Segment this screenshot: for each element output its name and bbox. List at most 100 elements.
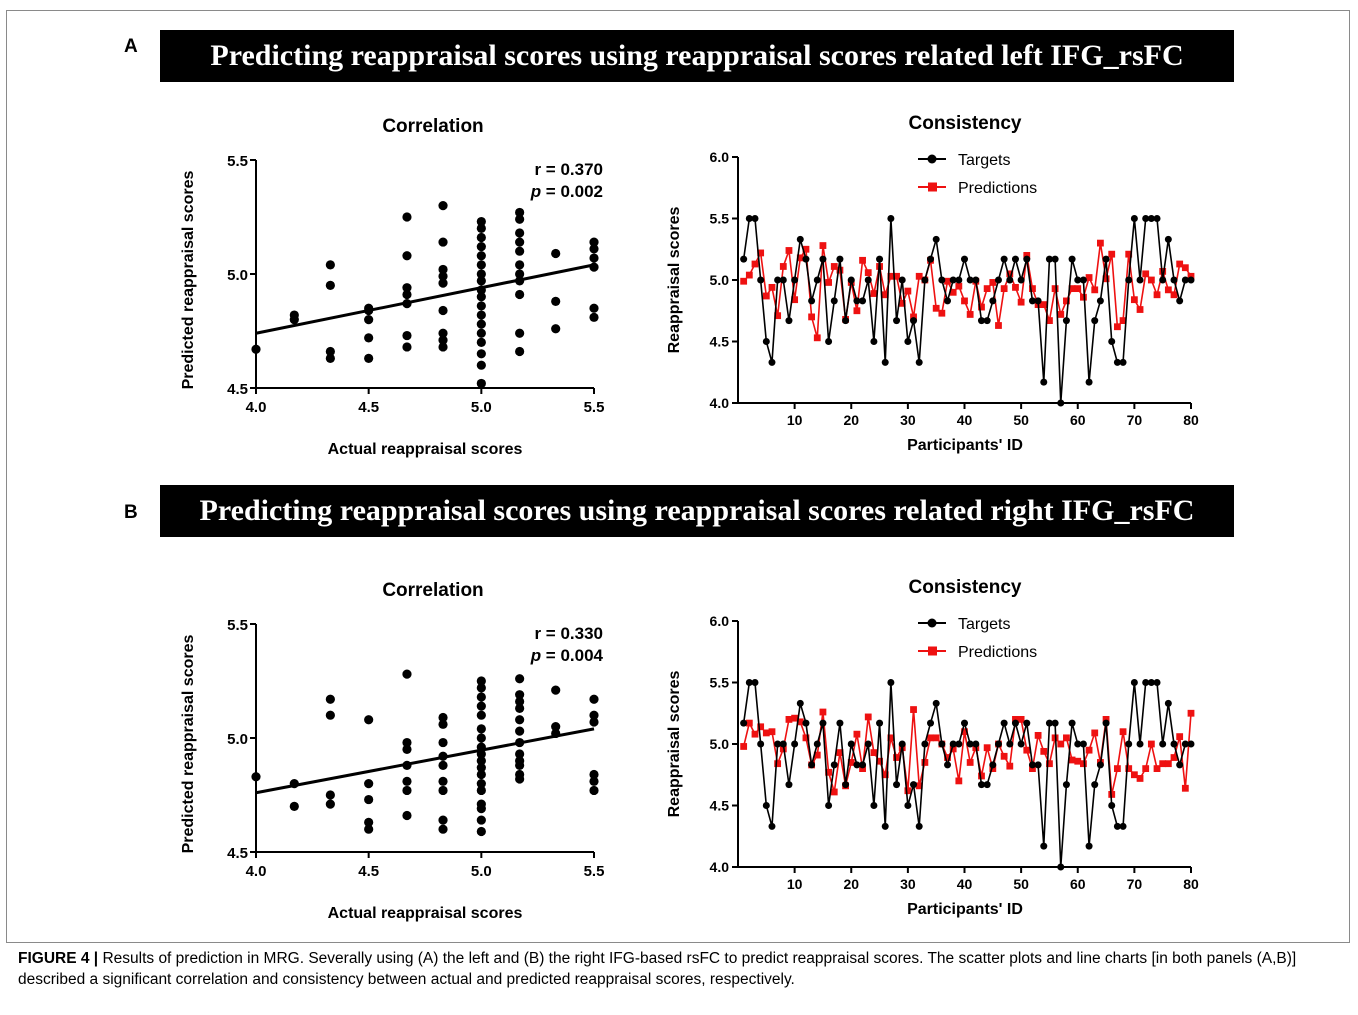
prediction-point: [808, 313, 816, 321]
panel-b-banner: Predicting reappraisal scores using reap…: [160, 485, 1234, 537]
prediction-point: [864, 713, 872, 721]
prediction-point: [927, 734, 934, 742]
regression-line: [255, 263, 595, 335]
prediction-point: [1085, 274, 1093, 281]
target-point: [977, 317, 985, 325]
data-point: [551, 248, 561, 259]
prediction-point: [1057, 311, 1065, 318]
data-point: [515, 246, 525, 256]
prediction-point: [1080, 760, 1087, 768]
data-point: [515, 289, 525, 300]
series-line-targets: [742, 681, 1191, 868]
target-point: [1034, 761, 1042, 769]
prediction-point: [1023, 252, 1031, 259]
prediction-point: [825, 279, 832, 286]
data-point: [325, 353, 335, 363]
target-point: [830, 297, 838, 305]
target-point: [847, 276, 855, 284]
data-point: [515, 737, 525, 748]
prediction-point: [932, 734, 940, 742]
prediction-point: [881, 771, 889, 779]
target-point: [1051, 719, 1059, 727]
target-point: [1034, 297, 1042, 305]
data-point: [476, 378, 486, 389]
target-point: [847, 740, 855, 748]
legend-label-targets: Targets: [958, 152, 1010, 169]
y-tick-label: 5.5: [710, 675, 730, 691]
target-point: [1096, 297, 1104, 305]
y-tick-label: 4.5: [710, 334, 730, 350]
chart-title: Consistency: [909, 113, 1022, 134]
p-value: = 0.002: [541, 182, 603, 201]
x-axis-label: Participants' ID: [907, 901, 1023, 918]
regression-line: [255, 727, 595, 795]
target-point: [785, 781, 793, 789]
x-tick-label: 10: [787, 876, 803, 892]
target-point: [972, 276, 980, 284]
prediction-point: [870, 749, 878, 757]
prediction-point: [1068, 756, 1076, 764]
prediction-point: [983, 744, 991, 752]
target-point: [949, 740, 957, 748]
data-point: [589, 312, 599, 322]
target-point: [1079, 276, 1087, 284]
series-line-predictions: [743, 242, 1192, 339]
prediction-point: [1046, 760, 1053, 768]
target-point: [774, 276, 782, 284]
x-tick-label: 4.0: [246, 399, 267, 416]
prediction-point: [961, 297, 968, 305]
prediction-point: [921, 759, 929, 766]
prediction-point: [910, 706, 917, 713]
data-point: [476, 360, 486, 370]
prediction-point: [830, 263, 838, 270]
prediction-point: [1057, 740, 1065, 748]
x-tick-label: 5.5: [584, 399, 605, 416]
prediction-point: [955, 282, 963, 290]
data-point: [515, 674, 525, 684]
target-point: [1085, 842, 1093, 850]
target-point: [983, 781, 991, 789]
prediction-point: [1097, 239, 1104, 247]
data-point: [402, 810, 412, 821]
prediction-point: [740, 743, 748, 750]
x-tick-label: 40: [957, 412, 973, 428]
target-point: [870, 802, 878, 809]
target-point: [1130, 215, 1138, 222]
target-point: [1159, 276, 1167, 284]
data-point: [289, 315, 299, 325]
data-point: [325, 710, 335, 720]
data-point: [476, 724, 486, 734]
p-annotation: p = 0.004: [530, 646, 604, 665]
target-point: [1074, 276, 1082, 284]
prediction-point: [1164, 760, 1172, 768]
target-point: [1181, 276, 1189, 284]
target-point: [779, 740, 787, 748]
prediction-point: [1051, 285, 1059, 293]
data-point: [289, 779, 299, 789]
target-point: [898, 740, 906, 748]
prediction-point: [904, 787, 912, 795]
data-point: [551, 296, 561, 306]
data-point: [402, 330, 412, 341]
target-point: [961, 255, 968, 263]
y-tick-label: 5.5: [227, 617, 248, 634]
data-point: [476, 692, 486, 702]
y-tick-label: 5.0: [710, 736, 730, 752]
data-point: [438, 328, 448, 338]
prediction-point: [836, 266, 844, 274]
data-point: [476, 319, 486, 329]
target-point: [762, 802, 770, 809]
caption-label: FIGURE 4 |: [18, 950, 99, 967]
target-point: [1074, 740, 1082, 748]
y-tick-label: 5.5: [227, 153, 248, 170]
target-point: [1062, 317, 1070, 325]
r-annotation: r = 0.330: [534, 624, 603, 643]
prediction-point: [1119, 728, 1127, 736]
y-tick-label: 4.0: [710, 395, 730, 411]
target-point: [1153, 679, 1161, 686]
data-point: [551, 324, 561, 334]
prediction-point: [1023, 746, 1031, 754]
data-point: [438, 712, 448, 723]
target-point: [825, 338, 833, 345]
